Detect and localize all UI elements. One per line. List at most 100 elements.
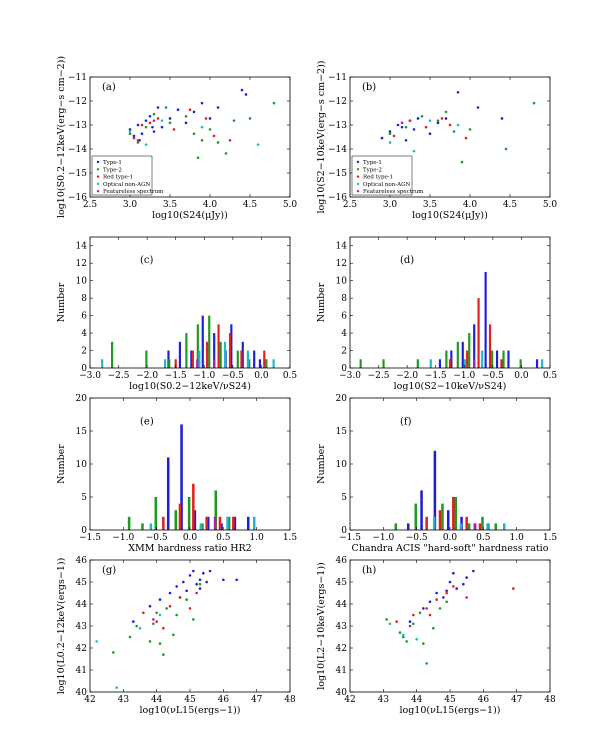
bar-mark [452, 497, 455, 530]
scatter-point [158, 598, 162, 601]
scatter-point [208, 117, 212, 120]
scatter-point [164, 106, 168, 109]
x-tick-label: 47 [251, 695, 263, 705]
bar-mark [491, 350, 494, 368]
x-tick-label: −1.5 [425, 371, 447, 381]
scatter-point [132, 134, 136, 138]
scatter-point [436, 119, 440, 122]
plot-frame [89, 559, 291, 693]
scatter-point [156, 117, 160, 120]
plot-frame [349, 397, 551, 531]
panel-e: −1.5 −1.0 −0.5 0.0 0.5 1.0 1.5 0 5 10 15 20 XMM hard… [56, 394, 297, 554]
x-tick-label: 46 [478, 695, 490, 705]
x-tick-label: 1.0 [510, 533, 525, 543]
scatter-point [168, 121, 172, 125]
legend-label: Type-1 [363, 160, 382, 166]
scatter-point [235, 578, 238, 582]
bar-mark [263, 350, 266, 368]
x-tick-label: 43 [378, 695, 390, 705]
legend-label: Type-1 [103, 160, 122, 166]
scatter-point [176, 108, 180, 112]
legend-marker [96, 160, 100, 164]
scatter-point [465, 576, 468, 579]
bar-mark [199, 523, 203, 530]
scatter-point [184, 114, 188, 118]
scatter-point [464, 136, 468, 140]
scatter-point [216, 106, 220, 109]
bar-mark [473, 359, 476, 368]
x-axis-label: log10(S0.2−12keV/νS24) [129, 381, 251, 392]
scatter-point [192, 110, 196, 114]
scatter-point [395, 620, 398, 623]
legend-marker [356, 168, 360, 171]
y-tick-label: 42 [76, 644, 87, 654]
x-tick-label: 5.0 [283, 200, 298, 210]
scatter-point [200, 138, 204, 142]
y-axis-label: log10(S0.2−12keV(erg−s cm−2)) [56, 56, 67, 218]
scatter-point [140, 132, 144, 136]
scatter-point [468, 128, 472, 131]
scatter-point [168, 591, 172, 595]
scatter-point [212, 134, 216, 138]
y-tick-label: 44 [76, 600, 88, 610]
scatter-point [182, 580, 185, 584]
bar-mark [382, 359, 385, 368]
y-tick-label: 44 [336, 600, 348, 610]
bar-mark [465, 516, 468, 530]
scatter-point [452, 130, 456, 133]
bar-mark [163, 359, 167, 368]
scatter-point [420, 114, 424, 118]
x-tick-label: 47 [511, 695, 523, 705]
x-tick-label: 3.0 [123, 200, 138, 210]
x-tick-label: 3.5 [423, 200, 438, 210]
legend-label: Type-2 [103, 167, 122, 173]
x-tick-label: 1.5 [283, 533, 298, 543]
legend-box [351, 155, 413, 196]
bar-mark [213, 359, 216, 368]
y-tick-label: −11 [68, 73, 87, 83]
scatter-point [192, 569, 195, 573]
scatter-point [412, 128, 416, 131]
scatter-point [445, 600, 448, 604]
scatter-point [448, 123, 452, 127]
x-tick-label: −3.0 [79, 371, 101, 381]
x-tick-label: −0.5 [482, 371, 504, 381]
y-tick-label: 0 [81, 364, 87, 374]
bar-mark [502, 523, 506, 530]
scatter-point [398, 631, 402, 634]
bar-mark [223, 341, 227, 368]
scatter-point [162, 653, 165, 656]
bar-mark [456, 341, 459, 368]
bar-mark [258, 359, 261, 368]
scatter-point [188, 108, 192, 112]
panel-c: −3.0 −2.5 −2.0 −1.5 −1.0 −0.5 0.0 0.5 0 2 4 6 8 10 12 1… [56, 236, 297, 392]
plot-frame [89, 236, 291, 369]
x-axis-label: XMM hardness ratio HR2 [128, 543, 251, 554]
scatter-point [248, 117, 252, 120]
scatter-point [448, 580, 452, 584]
plot-frame [349, 236, 551, 369]
scatter-point [158, 613, 162, 617]
y-tick-label: −15 [328, 169, 347, 179]
y-tick-label: 12 [76, 259, 87, 269]
scatter-point [202, 571, 205, 575]
bar-mark [246, 350, 249, 368]
y-tick-label: 10 [336, 277, 348, 287]
scatter-point [388, 141, 392, 144]
bar-mark [196, 359, 199, 368]
x-tick-label: 3.0 [383, 200, 398, 210]
bar-mark [141, 523, 144, 530]
bar-mark [226, 516, 229, 530]
y-tick-label: 15 [336, 427, 348, 437]
scatter-point [408, 624, 412, 628]
y-tick-label: 0 [341, 526, 347, 536]
scatter-point [160, 119, 164, 122]
scatter-point [452, 571, 455, 575]
scatter-point [224, 152, 228, 155]
x-axis-label: log10(νL15(ergs−1)) [399, 705, 500, 716]
scatter-point [135, 624, 138, 628]
scatter-point [208, 128, 212, 131]
scatter-point [408, 119, 412, 122]
scatter-point [422, 607, 425, 610]
